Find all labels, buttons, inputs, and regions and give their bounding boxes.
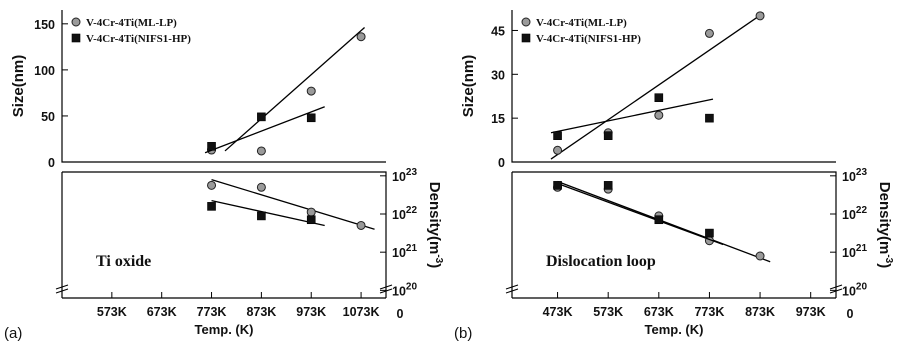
density-axis-label: Density(m-3) <box>876 182 894 268</box>
data-point-circle <box>755 11 765 21</box>
density-tick-label: 1020 <box>392 281 417 298</box>
data-point-square <box>553 181 562 190</box>
data-point-circle <box>521 17 531 27</box>
data-point-square <box>207 142 216 151</box>
top-fit-line <box>550 98 714 134</box>
right-axis-break <box>829 288 843 294</box>
data-point-circle <box>755 251 765 261</box>
density-axis-label: Density(m-3) <box>426 182 444 268</box>
data-point-circle <box>356 32 366 42</box>
data-point-circle <box>256 146 266 156</box>
data-point-circle <box>356 220 366 230</box>
right-axis-break <box>379 284 393 290</box>
legend-label: V-4Cr-4Ti(NIFS1-HP) <box>86 33 191 45</box>
bottom-fit-line <box>211 200 325 227</box>
legend: V-4Cr-4Ti(ML-LP) V-4Cr-4Ti(NIFS1-HP) <box>71 17 191 45</box>
data-point-square <box>257 211 266 221</box>
legend: V-4Cr-4Ti(ML-LP) V-4Cr-4Ti(NIFS1-HP) <box>521 17 641 45</box>
left-axis-break <box>505 284 519 290</box>
x-tick-label: 873K <box>745 305 775 319</box>
data-point-square <box>654 215 664 225</box>
x-tick-label: 973K <box>796 305 826 319</box>
bottom-axes-top-right <box>62 171 387 298</box>
x-axis-label: Temp. (K) <box>195 322 254 337</box>
data-point-square <box>306 113 316 123</box>
legend-label: V-4Cr-4Ti(NIFS1-HP) <box>536 33 641 45</box>
top-y-tick-label: 15 <box>491 112 505 126</box>
data-point-square <box>705 228 714 238</box>
panel-annotation: Dislocation loop <box>546 253 656 270</box>
data-point-circle <box>306 207 316 217</box>
density-tick-label: 1021 <box>392 243 417 260</box>
left-axis-break <box>55 288 69 294</box>
top-y-axis-label: Size(nm) <box>460 55 477 118</box>
top-y-tick-label: 0 <box>48 156 55 170</box>
data-point-square <box>705 113 714 123</box>
x-tick-label: 573K <box>593 305 623 319</box>
top-fit-line <box>204 106 325 154</box>
x-tick-label: 873K <box>246 305 276 319</box>
bottom-fit-line <box>557 182 724 246</box>
legend-label: V-4Cr-4Ti(ML-LP) <box>86 17 177 29</box>
x-tick-label: 673K <box>147 305 177 319</box>
data-point-circle <box>207 180 217 190</box>
x-tick-label: 773K <box>694 305 724 319</box>
data-point-circle <box>71 17 81 27</box>
data-point-square <box>257 112 266 122</box>
x-tick-label: 673K <box>644 305 674 319</box>
data-point-square <box>603 181 613 190</box>
top-y-tick-label: 100 <box>34 64 55 78</box>
bottom-fit-line <box>211 179 375 230</box>
density-zero-label: 0 <box>847 307 854 321</box>
panel-annotation: Ti oxide <box>96 253 151 270</box>
top-fit-line <box>224 27 365 152</box>
bottom-fit-line <box>557 180 771 263</box>
data-point-square <box>207 202 216 211</box>
x-tick-label: 1073K <box>343 305 380 319</box>
data-point-circle <box>256 182 266 192</box>
right-axis-break <box>379 288 393 294</box>
top-y-axis-label: Size(nm) <box>10 55 27 118</box>
density-tick-label: 1020 <box>842 281 867 298</box>
data-point-square <box>521 33 531 43</box>
left-axis-break <box>55 284 69 290</box>
top-y-tick-label: 45 <box>491 24 505 38</box>
density-tick-label: 1022 <box>842 205 867 222</box>
top-y-tick-label: 0 <box>498 156 505 170</box>
density-tick-label: 1023 <box>392 167 417 184</box>
top-fit-line <box>550 12 764 160</box>
density-zero-label: 0 <box>397 307 404 321</box>
panel-label: (b) <box>454 325 472 342</box>
x-tick-label: 473K <box>543 305 573 319</box>
data-point-circle <box>553 145 563 155</box>
left-axis-break <box>505 288 519 294</box>
data-point-square <box>654 93 664 102</box>
chart-panel-1: 573K 673K 773K 873K 973K 1073K Temp. (K) 0 50 100… <box>4 10 444 342</box>
top-y-tick-label: 150 <box>34 18 55 32</box>
panel-label: (a) <box>4 325 22 342</box>
x-tick-label: 973K <box>296 305 326 319</box>
right-axis-break <box>829 284 843 290</box>
data-point-square <box>553 131 562 140</box>
legend-label: V-4Cr-4Ti(ML-LP) <box>536 17 627 29</box>
x-axis-label: Temp. (K) <box>645 322 704 337</box>
density-tick-label: 1023 <box>842 167 867 184</box>
x-tick-label: 773K <box>197 305 227 319</box>
data-point-square <box>306 215 316 225</box>
top-y-tick-label: 30 <box>491 68 505 82</box>
data-point-square <box>603 131 613 140</box>
data-point-square <box>71 33 81 43</box>
top-y-tick-label: 50 <box>41 110 55 124</box>
data-point-circle <box>654 110 664 120</box>
density-tick-label: 1021 <box>842 243 867 260</box>
data-point-circle <box>704 28 714 38</box>
bottom-axes-top-right <box>512 171 837 298</box>
density-tick-label: 1022 <box>392 205 417 222</box>
x-tick-label: 573K <box>97 305 127 319</box>
chart-panel-2: 473K 573K 673K 773K 873K 973K Temp. (K) 0 15 30 45… <box>454 10 894 342</box>
data-point-circle <box>306 86 316 96</box>
